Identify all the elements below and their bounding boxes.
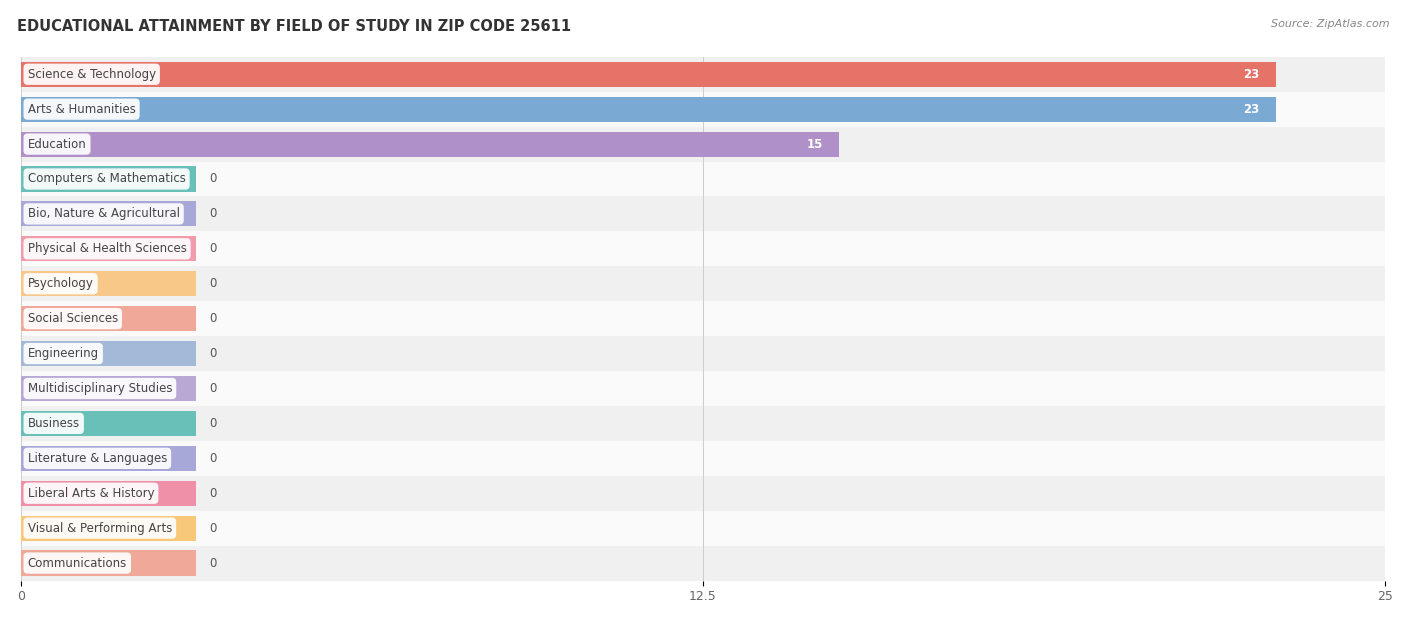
Bar xyxy=(21,481,195,506)
Bar xyxy=(21,306,195,331)
Text: Visual & Performing Arts: Visual & Performing Arts xyxy=(28,522,172,534)
Bar xyxy=(21,162,1385,196)
Text: Literature & Languages: Literature & Languages xyxy=(28,452,167,465)
Text: 0: 0 xyxy=(209,277,217,290)
Text: Bio, Nature & Agricultural: Bio, Nature & Agricultural xyxy=(28,208,180,220)
Text: 0: 0 xyxy=(209,557,217,570)
Text: 0: 0 xyxy=(209,522,217,534)
Bar xyxy=(21,445,195,471)
Bar xyxy=(21,201,195,227)
Text: 0: 0 xyxy=(209,347,217,360)
Bar xyxy=(21,406,1385,441)
Bar xyxy=(21,97,1275,122)
Text: EDUCATIONAL ATTAINMENT BY FIELD OF STUDY IN ZIP CODE 25611: EDUCATIONAL ATTAINMENT BY FIELD OF STUDY… xyxy=(17,19,571,34)
Bar xyxy=(21,336,1385,371)
Text: Computers & Mathematics: Computers & Mathematics xyxy=(28,172,186,186)
Bar xyxy=(21,371,1385,406)
Text: 0: 0 xyxy=(209,417,217,430)
Text: 0: 0 xyxy=(209,208,217,220)
Text: 23: 23 xyxy=(1243,68,1260,81)
Bar xyxy=(21,510,1385,546)
Text: Education: Education xyxy=(28,138,86,151)
Text: 23: 23 xyxy=(1243,103,1260,115)
Bar xyxy=(21,131,839,156)
Bar xyxy=(21,376,195,401)
Text: Science & Technology: Science & Technology xyxy=(28,68,156,81)
Text: 0: 0 xyxy=(209,487,217,500)
Text: Business: Business xyxy=(28,417,80,430)
Bar xyxy=(21,236,195,261)
Text: Communications: Communications xyxy=(28,557,127,570)
Text: Source: ZipAtlas.com: Source: ZipAtlas.com xyxy=(1271,19,1389,29)
Bar xyxy=(21,441,1385,476)
Bar xyxy=(21,196,1385,232)
Text: Liberal Arts & History: Liberal Arts & History xyxy=(28,487,155,500)
Text: 0: 0 xyxy=(209,452,217,465)
Text: Multidisciplinary Studies: Multidisciplinary Studies xyxy=(28,382,172,395)
Text: 0: 0 xyxy=(209,242,217,256)
Bar xyxy=(21,167,195,192)
Bar xyxy=(21,546,1385,581)
Text: Arts & Humanities: Arts & Humanities xyxy=(28,103,135,115)
Bar xyxy=(21,57,1385,91)
Bar xyxy=(21,271,195,297)
Bar xyxy=(21,91,1385,127)
Bar xyxy=(21,411,195,436)
Bar xyxy=(21,127,1385,162)
Text: 0: 0 xyxy=(209,312,217,325)
Bar xyxy=(21,266,1385,301)
Bar xyxy=(21,341,195,366)
Bar xyxy=(21,550,195,575)
Text: Psychology: Psychology xyxy=(28,277,94,290)
Bar xyxy=(21,62,1275,87)
Text: Engineering: Engineering xyxy=(28,347,98,360)
Text: Social Sciences: Social Sciences xyxy=(28,312,118,325)
Bar xyxy=(21,476,1385,510)
Text: 0: 0 xyxy=(209,172,217,186)
Bar xyxy=(21,301,1385,336)
Bar xyxy=(21,516,195,541)
Text: 15: 15 xyxy=(807,138,823,151)
Text: Physical & Health Sciences: Physical & Health Sciences xyxy=(28,242,187,256)
Text: 0: 0 xyxy=(209,382,217,395)
Bar xyxy=(21,232,1385,266)
